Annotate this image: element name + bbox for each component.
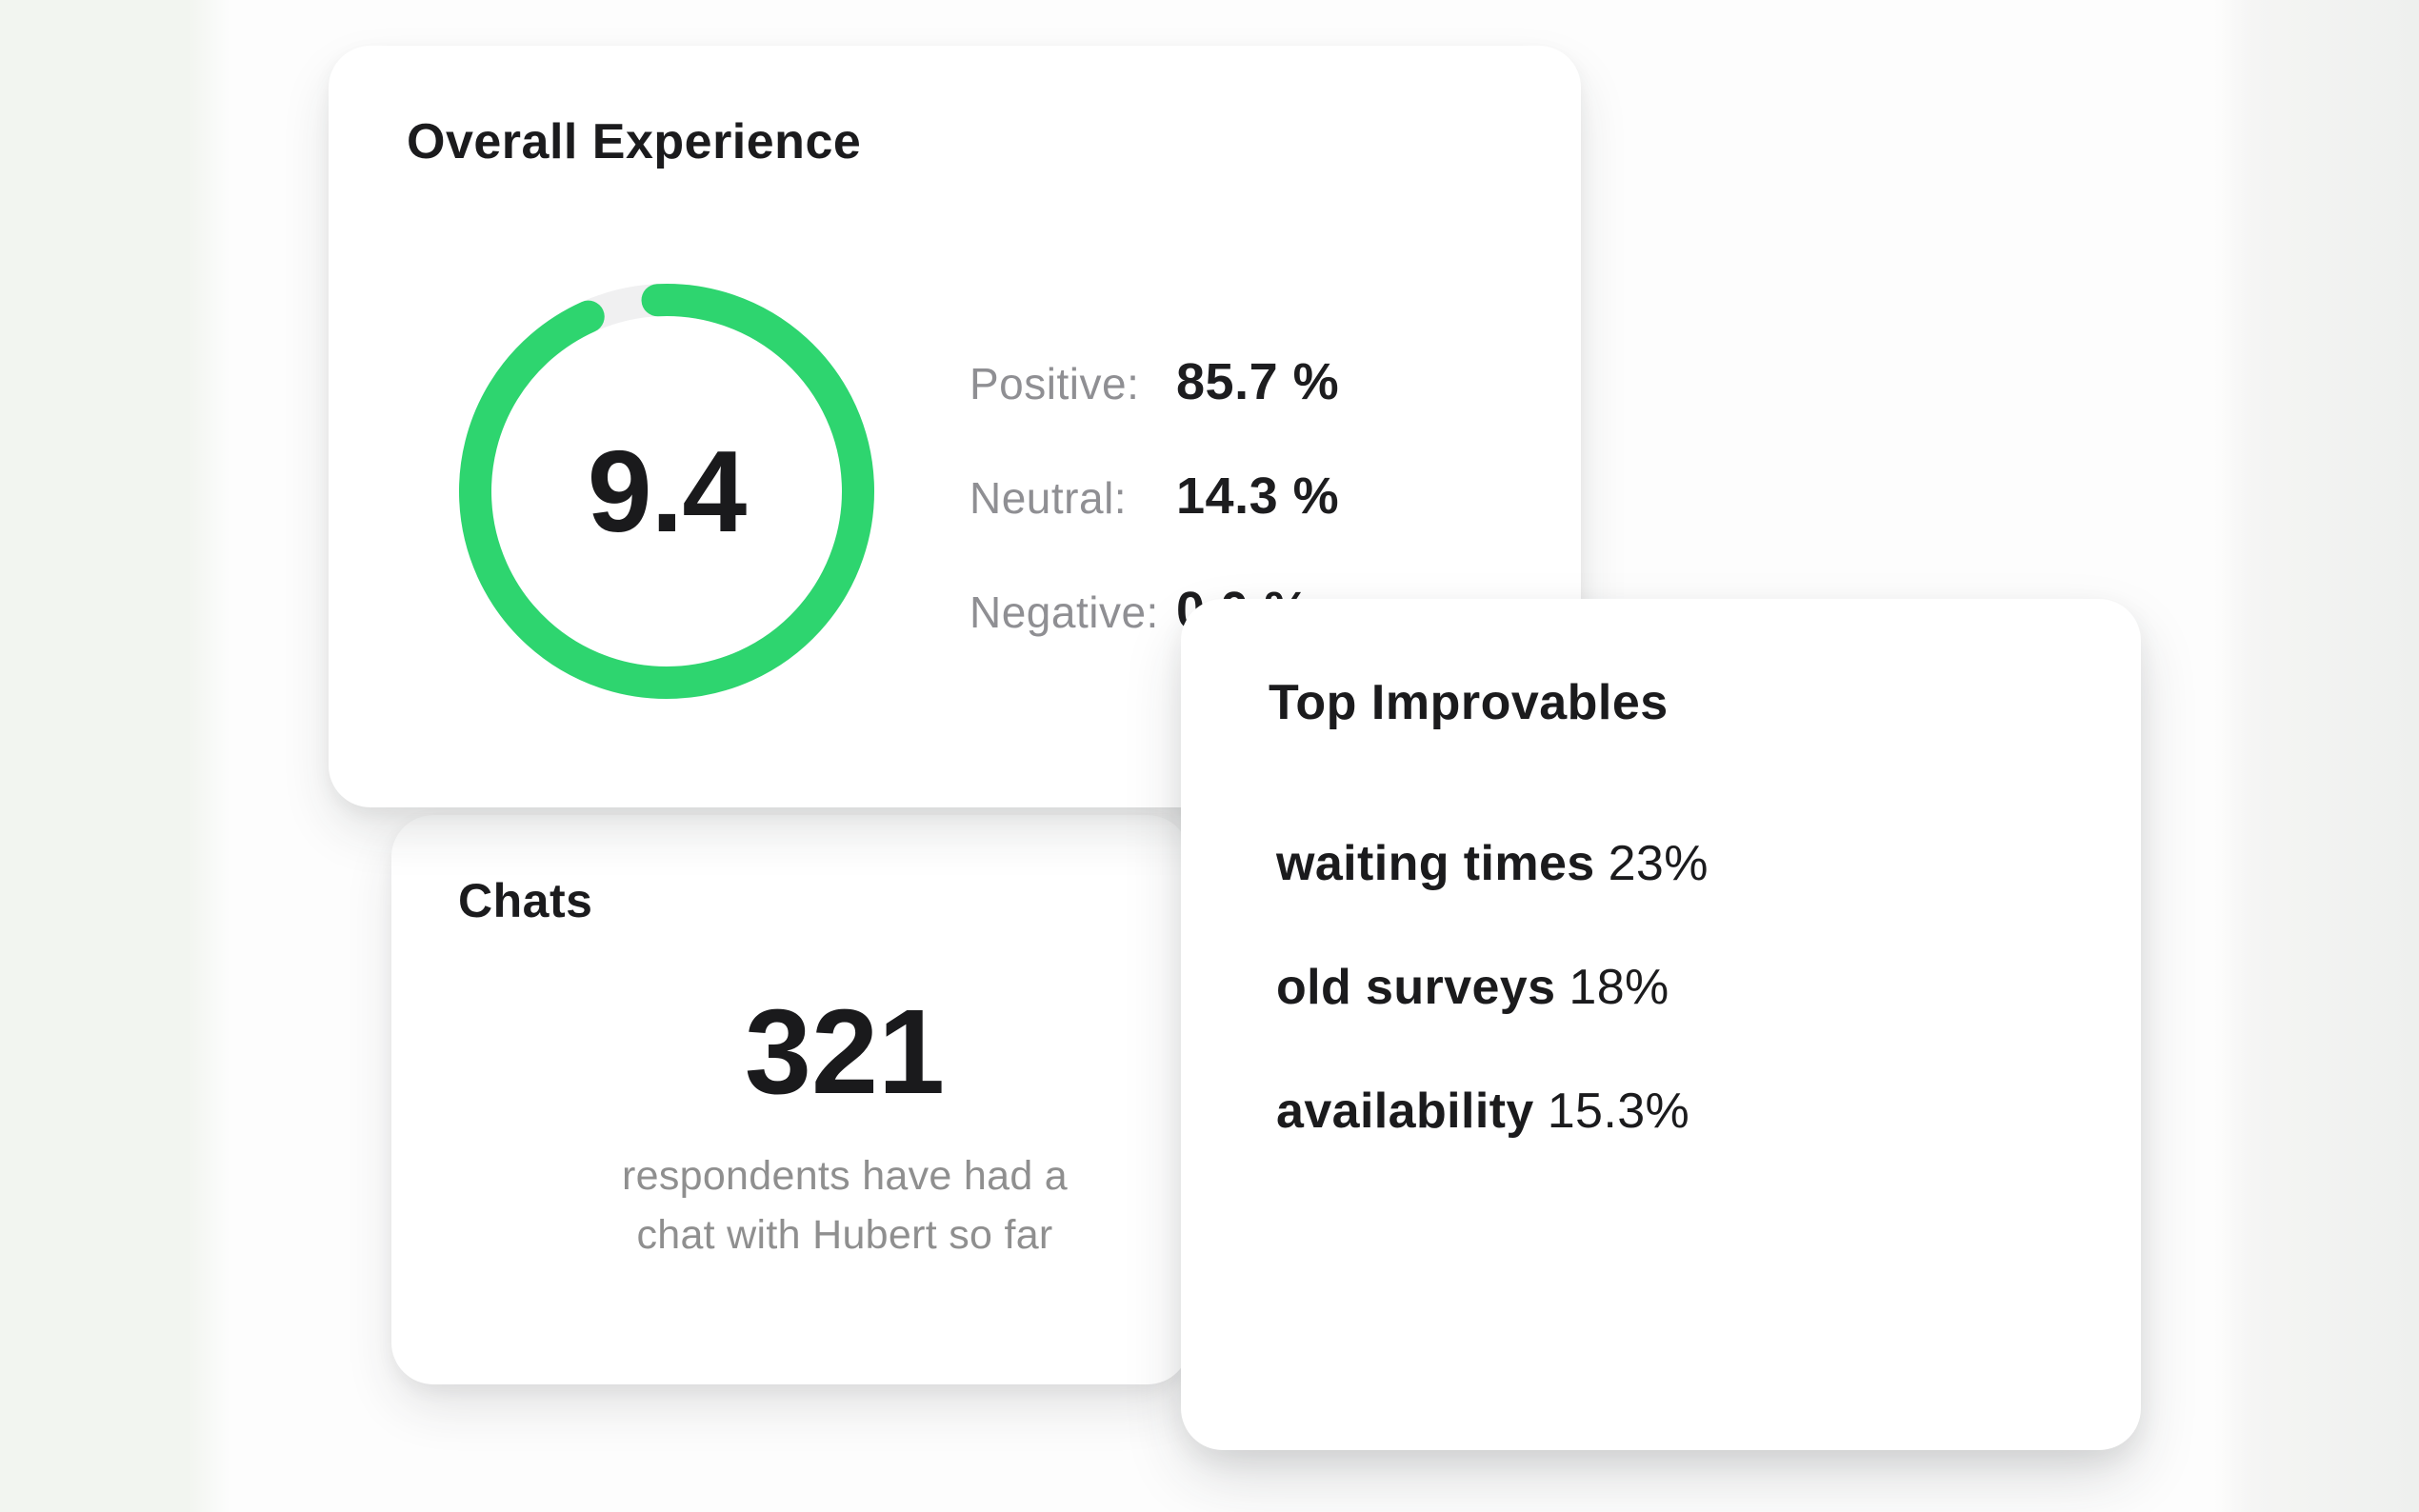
stat-value-neutral: 14.3 % [1176, 468, 1340, 525]
stat-label-neutral: Neutral: [970, 473, 1128, 523]
top-improvables-title: Top Improvables [1269, 675, 1669, 730]
chats-card: Chats 321 respondents have had a chat wi… [391, 815, 1190, 1384]
score-gauge-ring [459, 284, 874, 699]
improvable-item-availability: availability 15.3% [1276, 1083, 1689, 1140]
improvable-value: 15.3% [1547, 1084, 1690, 1139]
improvable-value: 18% [1569, 960, 1669, 1015]
chats-caption-line-2: chat with Hubert so far [636, 1212, 1053, 1258]
improvable-item-old-surveys: old surveys 18% [1276, 959, 1669, 1016]
chats-caption-line-1: respondents have had a [621, 1153, 1068, 1199]
stat-row-neutral: Neutral: 14.3 % [970, 467, 1339, 526]
improvable-name: old surveys [1276, 960, 1556, 1015]
stat-value-positive: 85.7 % [1176, 353, 1340, 410]
improvable-value: 23% [1608, 836, 1709, 891]
score-gauge: 9.4 [443, 268, 890, 715]
top-improvables-card: Top Improvables waiting times 23% old sur… [1181, 599, 2141, 1450]
chats-caption: respondents have had a chat with Hubert … [550, 1146, 1140, 1264]
improvable-name: waiting times [1276, 836, 1595, 891]
stat-label-negative: Negative: [970, 587, 1159, 637]
overall-score-value: 9.4 [587, 427, 748, 556]
overall-experience-title: Overall Experience [407, 114, 862, 169]
improvable-item-waiting-times: waiting times 23% [1276, 835, 1709, 892]
stat-row-positive: Positive: 85.7 % [970, 352, 1339, 411]
improvable-name: availability [1276, 1084, 1534, 1139]
stat-label-positive: Positive: [970, 359, 1140, 408]
gauge-progress-arc [459, 284, 874, 699]
chats-card-title: Chats [458, 874, 593, 927]
chats-count: 321 [744, 985, 946, 1119]
